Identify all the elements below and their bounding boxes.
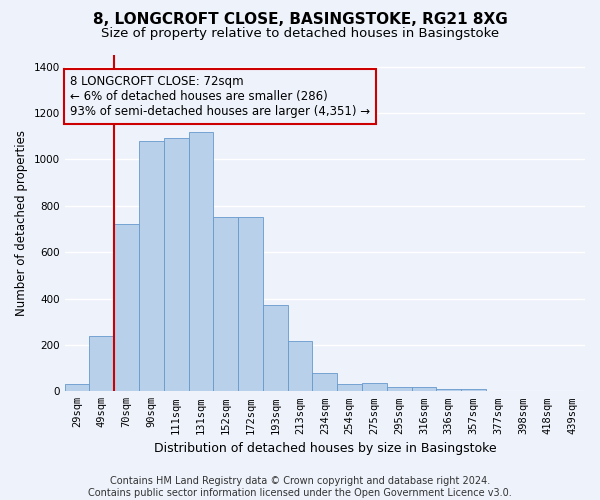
- Bar: [461, 390, 486, 392]
- Bar: [362, 383, 387, 392]
- Text: Contains HM Land Registry data © Crown copyright and database right 2024.
Contai: Contains HM Land Registry data © Crown c…: [88, 476, 512, 498]
- Text: 8, LONGCROFT CLOSE, BASINGSTOKE, RG21 8XG: 8, LONGCROFT CLOSE, BASINGSTOKE, RG21 8X…: [92, 12, 508, 28]
- Bar: [412, 386, 436, 392]
- Bar: [164, 138, 188, 392]
- Bar: [214, 218, 238, 392]
- Bar: [287, 342, 313, 392]
- Bar: [337, 384, 362, 392]
- Bar: [188, 132, 214, 392]
- Bar: [238, 218, 263, 392]
- Bar: [387, 386, 412, 392]
- Bar: [313, 373, 337, 392]
- Bar: [89, 336, 114, 392]
- Bar: [65, 384, 89, 392]
- Text: 8 LONGCROFT CLOSE: 72sqm
← 6% of detached houses are smaller (286)
93% of semi-d: 8 LONGCROFT CLOSE: 72sqm ← 6% of detache…: [70, 75, 370, 118]
- Y-axis label: Number of detached properties: Number of detached properties: [15, 130, 28, 316]
- Bar: [436, 390, 461, 392]
- Text: Size of property relative to detached houses in Basingstoke: Size of property relative to detached ho…: [101, 28, 499, 40]
- Bar: [139, 141, 164, 392]
- Bar: [114, 224, 139, 392]
- Bar: [263, 306, 287, 392]
- X-axis label: Distribution of detached houses by size in Basingstoke: Distribution of detached houses by size …: [154, 442, 496, 455]
